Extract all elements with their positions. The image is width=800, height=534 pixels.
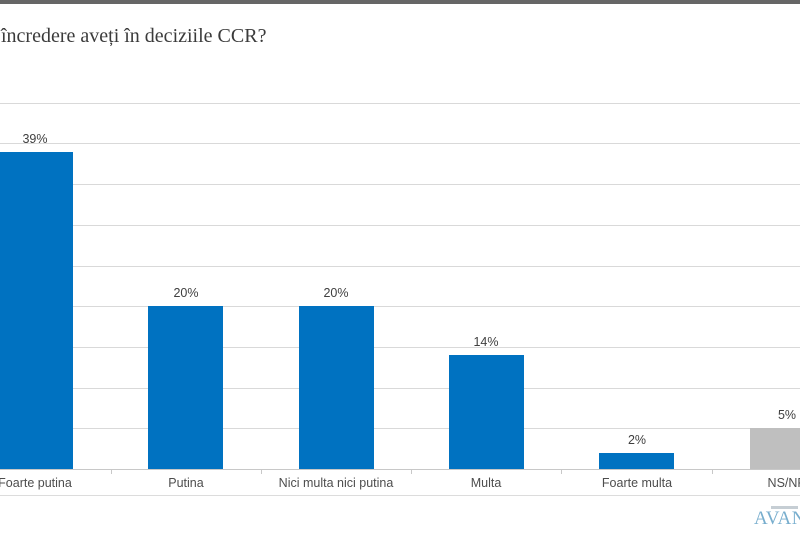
x-axis-line	[0, 469, 800, 470]
value-label-ns-nr: 5%	[777, 408, 797, 422]
value-label-nici-multa-nici-putina: 20%	[323, 286, 349, 300]
bar-foarte-putina	[0, 152, 73, 469]
logo-fine-print	[771, 506, 798, 509]
gridline-40pct	[0, 143, 800, 144]
bar-putina	[148, 306, 223, 469]
bar-foarte-multa	[599, 453, 674, 469]
gridline-10pct	[0, 388, 800, 389]
category-label-nici-multa-nici-putina: Nici multa nici putina	[278, 476, 394, 490]
gridline-45pct	[0, 103, 800, 104]
gridline-15pct	[0, 347, 800, 348]
axis-tick-3	[561, 469, 562, 474]
avangarde-logo: AVAN	[754, 508, 800, 529]
gridline-20pct	[0, 306, 800, 307]
bar-ns-nr	[750, 428, 800, 469]
value-label-foarte-multa: 2%	[627, 433, 647, 447]
value-label-putina: 20%	[173, 286, 199, 300]
gridline-30pct	[0, 225, 800, 226]
bar-nici-multa-nici-putina	[299, 306, 374, 469]
chart-title: încredere aveți în deciziile CCR?	[1, 25, 267, 47]
category-label-putina: Putina	[168, 476, 204, 490]
axis-tick-2	[411, 469, 412, 474]
category-label-foarte-putina: Foarte putina	[0, 476, 72, 490]
axis-tick-4	[712, 469, 713, 474]
gridline-35pct	[0, 184, 800, 185]
value-label-foarte-putina: 39%	[22, 132, 48, 146]
top-border-strip	[0, 0, 800, 4]
gridline-25pct	[0, 266, 800, 267]
bar-multa	[449, 355, 524, 469]
category-label-multa: Multa	[470, 476, 502, 490]
bottom-divider-line	[0, 495, 800, 496]
category-label-ns-nr: NS/NR	[767, 476, 800, 490]
category-label-foarte-multa: Foarte multa	[601, 476, 673, 490]
value-label-multa: 14%	[473, 335, 499, 349]
axis-tick-1	[261, 469, 262, 474]
axis-tick-0	[111, 469, 112, 474]
gridline-5pct	[0, 428, 800, 429]
